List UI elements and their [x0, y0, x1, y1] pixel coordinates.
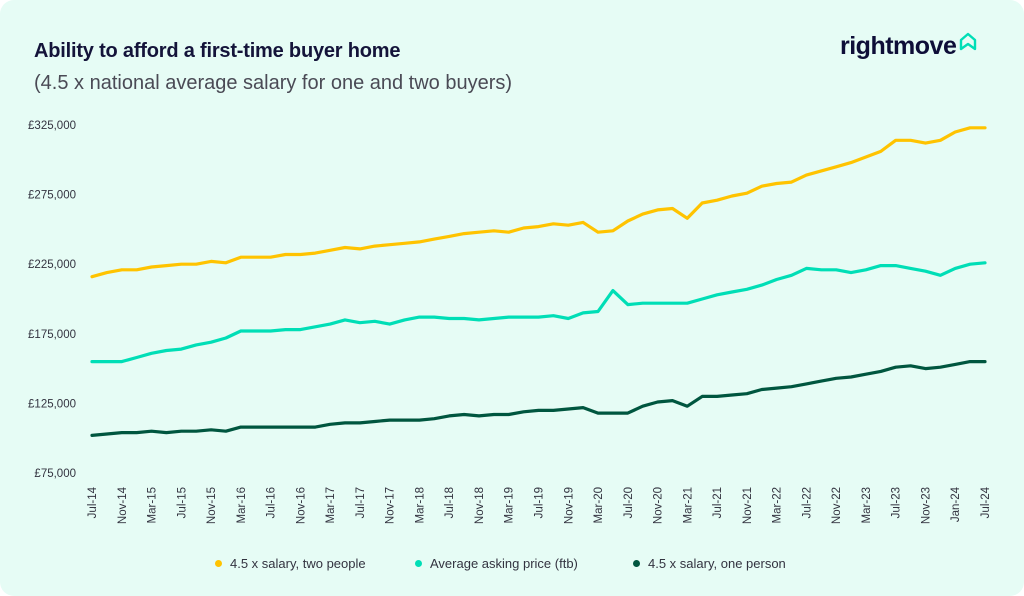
x-tick-label: Jul-24 — [980, 486, 992, 518]
x-tick-label: Mar-20 — [593, 487, 605, 523]
x-tick-label: Jul-21 — [712, 487, 724, 518]
legend-marker — [415, 560, 422, 567]
x-tick-label: Mar-21 — [682, 487, 694, 523]
logo-text: rightmove — [840, 32, 957, 60]
legend-item: 4.5 x salary, two people — [215, 556, 366, 571]
series-line-0 — [90, 126, 987, 279]
legend: 4.5 x salary, two people Average asking p… — [0, 556, 1024, 576]
x-tick-label: Nov-23 — [920, 487, 932, 524]
x-tick-label: Jan-24 — [950, 486, 962, 522]
y-tick-label: £225,000 — [28, 259, 76, 271]
x-tick-label: Jul-20 — [623, 487, 635, 518]
x-tick-label: Jul-17 — [355, 487, 367, 518]
legend-item: 4.5 x salary, one person — [633, 556, 786, 571]
x-tick-label: Mar-22 — [772, 487, 784, 523]
x-tick-label: Nov-22 — [831, 487, 843, 524]
y-tick-label: £325,000 — [28, 120, 76, 132]
x-tick-label: Jul-15 — [176, 487, 188, 518]
x-tick-label: Mar-16 — [236, 487, 248, 523]
x-tick-label: Nov-15 — [206, 487, 218, 524]
y-tick-label: £75,000 — [34, 468, 76, 480]
rightmove-logo: rightmove — [840, 32, 978, 61]
chart-title: Ability to afford a first-time buyer hom… — [34, 40, 401, 62]
x-tick-label: Mar-23 — [861, 487, 873, 523]
x-tick-label: Nov-21 — [742, 487, 754, 524]
legend-item: Average asking price (ftb) — [415, 556, 578, 571]
y-tick-label: £275,000 — [28, 190, 76, 202]
x-tick-label: Mar-17 — [325, 487, 337, 523]
x-tick-label: Nov-14 — [117, 486, 129, 524]
legend-label: 4.5 x salary, two people — [230, 556, 366, 571]
chart-subtitle: (4.5 x national average salary for one a… — [34, 72, 513, 94]
house-outline-icon — [960, 32, 977, 51]
x-tick-label: Nov-16 — [295, 487, 307, 524]
x-tick-label: Mar-15 — [147, 487, 159, 523]
x-tick-label: Nov-17 — [385, 487, 397, 524]
legend-marker — [215, 560, 222, 567]
legend-label: Average asking price (ftb) — [430, 556, 578, 571]
x-tick-label: Nov-18 — [474, 487, 486, 524]
series-line-1 — [90, 261, 987, 364]
y-tick-label: £125,000 — [28, 398, 76, 410]
x-tick-label: Jul-22 — [801, 487, 813, 518]
series-line-2 — [90, 360, 987, 437]
y-tick-label: £175,000 — [28, 329, 76, 341]
legend-marker — [633, 560, 640, 567]
x-tick-label: Jul-19 — [534, 487, 546, 518]
x-tick-label: Jul-16 — [266, 487, 278, 518]
x-tick-label: Mar-19 — [504, 487, 516, 523]
x-tick-label: Nov-19 — [563, 487, 575, 524]
x-tick-label: Jul-23 — [891, 487, 903, 518]
x-tick-label: Jul-18 — [444, 487, 456, 518]
x-tick-label: Jul-14 — [87, 486, 99, 518]
x-tick-label: Mar-18 — [414, 487, 426, 523]
x-tick-label: Nov-20 — [653, 487, 665, 524]
legend-label: 4.5 x salary, one person — [648, 556, 786, 571]
